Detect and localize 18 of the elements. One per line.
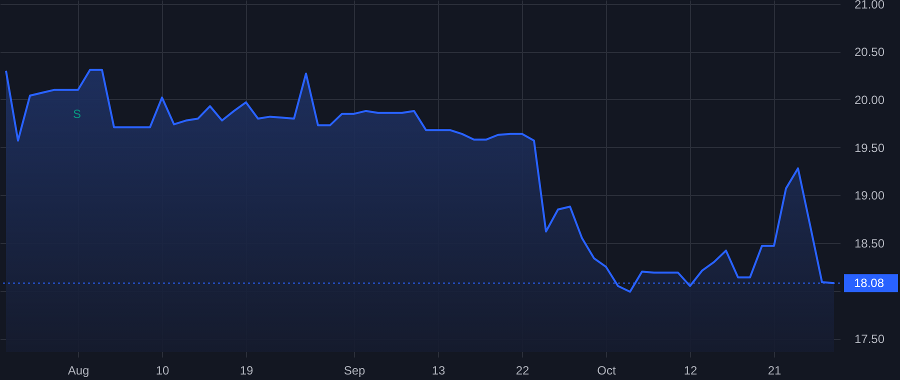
y-tick-label: 19.50 [854,140,885,155]
y-tick-label: 20.50 [854,45,885,60]
y-tick-label: 20.00 [854,92,885,107]
x-tick-label: 10 [156,364,170,378]
y-tick-label: 21.00 [854,0,885,12]
x-tick-label: Oct [597,364,616,378]
y-tick-label: 18.50 [854,236,885,250]
x-tick-label: 19 [240,364,254,378]
x-tick-label: 13 [432,364,446,378]
ref-line-label: 18.08 [854,276,884,290]
x-tick-label: Sep [344,364,366,378]
x-tick-label: 12 [684,364,698,378]
x-tick-label: 21 [768,364,782,378]
annotation: S [72,107,82,121]
y-tick-label: 17.50 [854,332,885,346]
y-tick-label: 19.00 [854,188,885,203]
x-tick-label: Aug [68,364,90,378]
x-tick-label: 22 [516,364,530,378]
